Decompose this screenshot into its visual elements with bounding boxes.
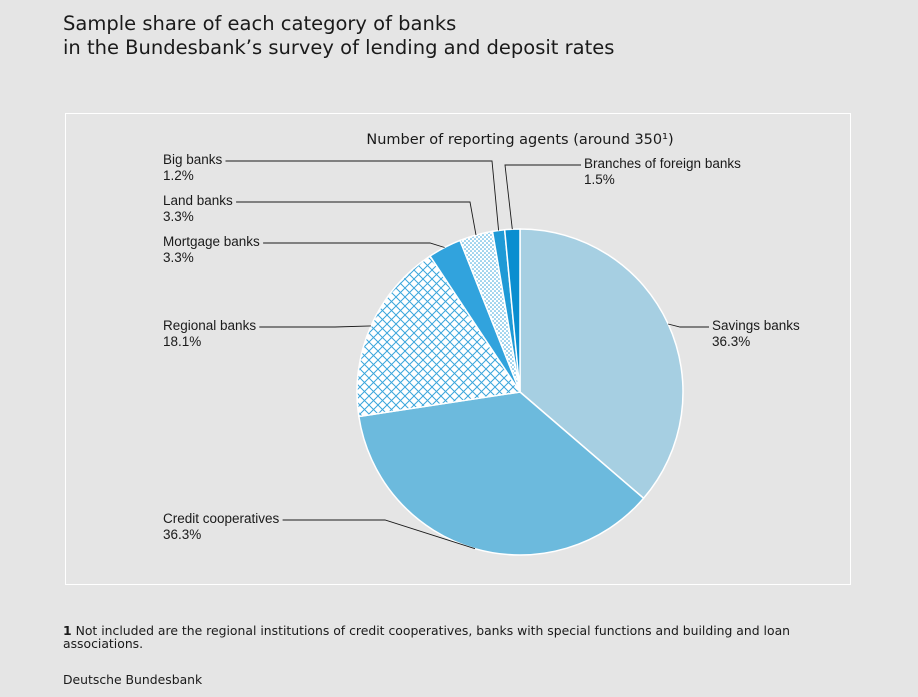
leader-line-credit-cooperatives <box>282 519 476 550</box>
slice-value-label-mortgage-banks: 3.3% <box>163 250 194 265</box>
slice-value-label-big-banks: 1.2% <box>163 168 194 183</box>
leader-line-regional-banks <box>259 325 372 328</box>
pie-slice-savings-banks <box>519 228 684 500</box>
leader-line-big-banks <box>225 160 500 231</box>
chart-title: Sample share of each category of banks i… <box>63 12 614 60</box>
slice-value-label-land-banks: 3.3% <box>163 209 194 224</box>
leader-line-mortgage-banks <box>263 242 445 248</box>
source-note: Deutsche Bundesbank <box>63 672 203 687</box>
slice-label-savings-banks: Savings banks <box>712 318 800 333</box>
slice-label-mortgage-banks: Mortgage banks <box>163 234 260 249</box>
chart-title-line-1: Sample share of each category of banks <box>63 12 457 35</box>
leader-line-branches-of-foreign-banks <box>504 164 581 230</box>
slice-label-land-banks: Land banks <box>163 193 233 208</box>
slice-value-label-savings-banks: 36.3% <box>712 334 750 349</box>
footnote: 1 Not included are the regional institut… <box>63 624 853 650</box>
footnote-text: Not included are the regional institutio… <box>63 623 791 651</box>
slice-value-label-branches-of-foreign-banks: 1.5% <box>584 172 615 187</box>
slice-label-branches-of-foreign-banks: Branches of foreign banks <box>584 156 741 171</box>
leader-line-savings-banks <box>667 323 709 328</box>
slice-value-label-regional-banks: 18.1% <box>163 334 201 349</box>
slice-label-credit-cooperatives: Credit cooperatives <box>163 511 280 526</box>
leader-line-land-banks <box>236 201 477 236</box>
chart-title-line-2: in the Bundesbank’s survey of lending an… <box>63 36 615 59</box>
pie-slice-regional-banks <box>356 255 522 418</box>
chart-subtitle: Number of reporting agents (around 350¹) <box>366 132 673 148</box>
slice-label-regional-banks: Regional banks <box>163 318 256 333</box>
slice-value-label-credit-cooperatives: 36.3% <box>163 527 201 542</box>
chart-panel <box>65 113 851 585</box>
slice-label-big-banks: Big banks <box>163 152 223 167</box>
pie-slice-credit-cooperatives <box>357 391 645 556</box>
footnote-marker: 1 <box>63 623 72 638</box>
